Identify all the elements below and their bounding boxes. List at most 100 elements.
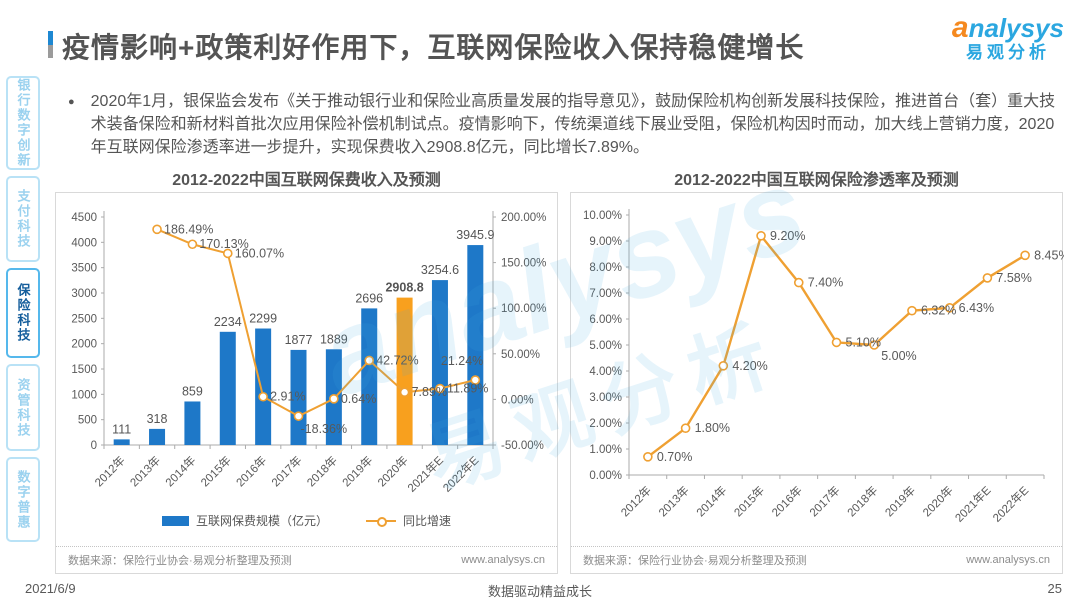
svg-text:7.40%: 7.40% (808, 276, 843, 290)
svg-text:0.00%: 0.00% (501, 394, 534, 406)
left-chart-title: 2012-2022中国互联网保费收入及预测 (172, 172, 441, 189)
y-axis-right: -50.00% 0.00% 50.00% 100.00% 150.00% 200.00% (493, 212, 546, 452)
svg-text:1500: 1500 (71, 364, 97, 376)
svg-text:4000: 4000 (71, 237, 97, 249)
svg-text:2022年E: 2022年E (440, 453, 482, 495)
line-point-2018年 (329, 394, 339, 404)
line-points (152, 224, 481, 421)
svg-text:7.89%: 7.89% (412, 385, 447, 399)
svg-text:50.00%: 50.00% (501, 349, 540, 361)
page-title: 疫情影响+政策利好作用下，互联网保险收入保持稳健增长 (62, 32, 805, 63)
svg-text:1877: 1877 (285, 333, 313, 347)
svg-text:3945.9: 3945.9 (456, 228, 494, 242)
bar-2015年 (219, 331, 236, 445)
svg-text:4.00%: 4.00% (589, 366, 622, 378)
svg-text:318: 318 (147, 412, 168, 426)
svg-text:1.80%: 1.80% (695, 421, 730, 435)
bar-2014年 (184, 401, 201, 445)
svg-text:10.00%: 10.00% (583, 210, 622, 222)
bar-2022年E (467, 245, 484, 445)
line-point-2012年 (643, 451, 653, 462)
line-point-2022年E (1020, 250, 1030, 261)
svg-text:-18.36%: -18.36% (301, 422, 348, 436)
svg-text:2017年: 2017年 (268, 453, 304, 489)
svg-text:2022年E: 2022年E (990, 483, 1032, 525)
bar-2016年 (255, 328, 272, 445)
website-url: www.analysys.cn (966, 554, 1050, 566)
line-points (643, 230, 1030, 462)
svg-text:186.49%: 186.49% (164, 222, 213, 236)
line-point-2015年 (756, 230, 766, 241)
bar-series (113, 245, 484, 445)
line-point-2014年 (187, 239, 198, 250)
svg-text:2696: 2696 (355, 291, 383, 305)
analysys-logo: analysys 易观分析 (952, 12, 1064, 61)
svg-text:2014年: 2014年 (162, 453, 198, 489)
svg-text:3254.6: 3254.6 (421, 263, 459, 277)
svg-text:200.00%: 200.00% (501, 212, 546, 224)
line-point-2022年E (470, 375, 481, 385)
svg-text:2013年: 2013年 (127, 453, 163, 489)
svg-text:21.24%: 21.24% (441, 354, 483, 368)
sidebar-item-payment-tech[interactable]: 支付科技 (6, 176, 40, 262)
legend-item-premium: 互联网保费规模（亿元） (161, 512, 328, 529)
premium-chart-panel: 0 500 1000 1500 2000 2500 3000 3500 4000 4500 -50.… (55, 192, 558, 574)
bar-2013年 (149, 428, 166, 445)
y-axis-labels: 0.00% 1.00% 2.00% 3.00% 4.00% 5.00% 6.00% 7.00%… (583, 210, 629, 482)
sidebar-item-digital-inclusion[interactable]: 数字普惠 (6, 457, 40, 542)
svg-text:2014年: 2014年 (693, 483, 729, 519)
line-value-labels: 186.49%170.13%160.07% 2.91% -18.36% 0.64% 42… (164, 222, 488, 436)
svg-text:2016年: 2016年 (769, 483, 805, 519)
svg-text:2013年: 2013年 (656, 483, 692, 519)
svg-text:2.00%: 2.00% (589, 418, 622, 430)
svg-text:160.07%: 160.07% (235, 246, 284, 260)
line-point-2013年 (680, 423, 691, 433)
svg-text:2021年E: 2021年E (405, 453, 447, 495)
footer-slogan: 数据驱动精益成长 (487, 584, 592, 599)
line-swatch-icon (366, 516, 396, 527)
sidebar-item-asset-tech[interactable]: 资管科技 (6, 364, 40, 451)
sidebar-item-bank-digital[interactable]: 银行数字创新 (6, 76, 40, 170)
data-source: 数据来源：保险行业协会·易观分析整理及预测 (68, 555, 292, 567)
sidebar-item-insurance-tech[interactable]: 保险科技 (6, 268, 40, 358)
line-point-2019年 (907, 305, 917, 316)
svg-text:7.00%: 7.00% (589, 288, 622, 300)
svg-text:2.91%: 2.91% (270, 390, 305, 404)
svg-text:2012年: 2012年 (92, 453, 128, 489)
logo-brand-text: nalysys (968, 13, 1064, 43)
website-url: www.analysys.cn (461, 554, 545, 566)
svg-text:3500: 3500 (71, 263, 97, 275)
line-point-2018年 (869, 340, 880, 350)
line-point-2020年 (944, 303, 955, 313)
axes (628, 209, 1045, 479)
svg-text:5.00%: 5.00% (589, 340, 622, 352)
sidebar: 银行数字创新 支付科技 保险科技 资管科技 数字普惠 (6, 76, 42, 542)
footer-date: 2021/6/9 (25, 581, 76, 596)
line-point-2017年 (831, 337, 842, 348)
svg-text:150.00%: 150.00% (501, 258, 546, 270)
line-point-2014年 (718, 361, 729, 371)
logo-wordmark: analysys (952, 12, 1064, 44)
svg-text:3.00%: 3.00% (589, 392, 622, 404)
y-axis-left: 0 500 1000 1500 2000 2500 3000 3500 4000 4500 (71, 212, 104, 452)
line-point-2020年 (399, 387, 410, 398)
left-source-row: 数据来源：保险行业协会·易观分析整理及预测 www.analysys.cn (56, 546, 557, 573)
svg-text:2015年: 2015年 (198, 453, 234, 489)
bullet-icon: ● (68, 96, 75, 108)
page-number: 25 (1047, 581, 1062, 596)
svg-text:0: 0 (91, 440, 97, 452)
svg-text:1.00%: 1.00% (589, 444, 622, 456)
svg-text:6.00%: 6.00% (589, 314, 622, 326)
svg-text:2234: 2234 (214, 315, 242, 329)
bar-2017年 (290, 349, 307, 445)
right-source-row: 数据来源：保险行业协会·易观分析整理及预测 www.analysys.cn (571, 546, 1062, 573)
svg-text:2012年: 2012年 (618, 483, 654, 519)
penetration-line-chart: 0.00% 1.00% 2.00% 3.00% 4.00% 5.00% 6.00% 7.00%… (583, 209, 1070, 525)
svg-text:0.70%: 0.70% (657, 450, 692, 464)
svg-text:4500: 4500 (71, 212, 97, 224)
svg-text:1889: 1889 (320, 332, 348, 346)
svg-text:2019年: 2019年 (339, 453, 375, 489)
growth-line (156, 228, 476, 418)
line-point-2017年 (293, 411, 304, 421)
line-point-2013年 (152, 224, 162, 235)
